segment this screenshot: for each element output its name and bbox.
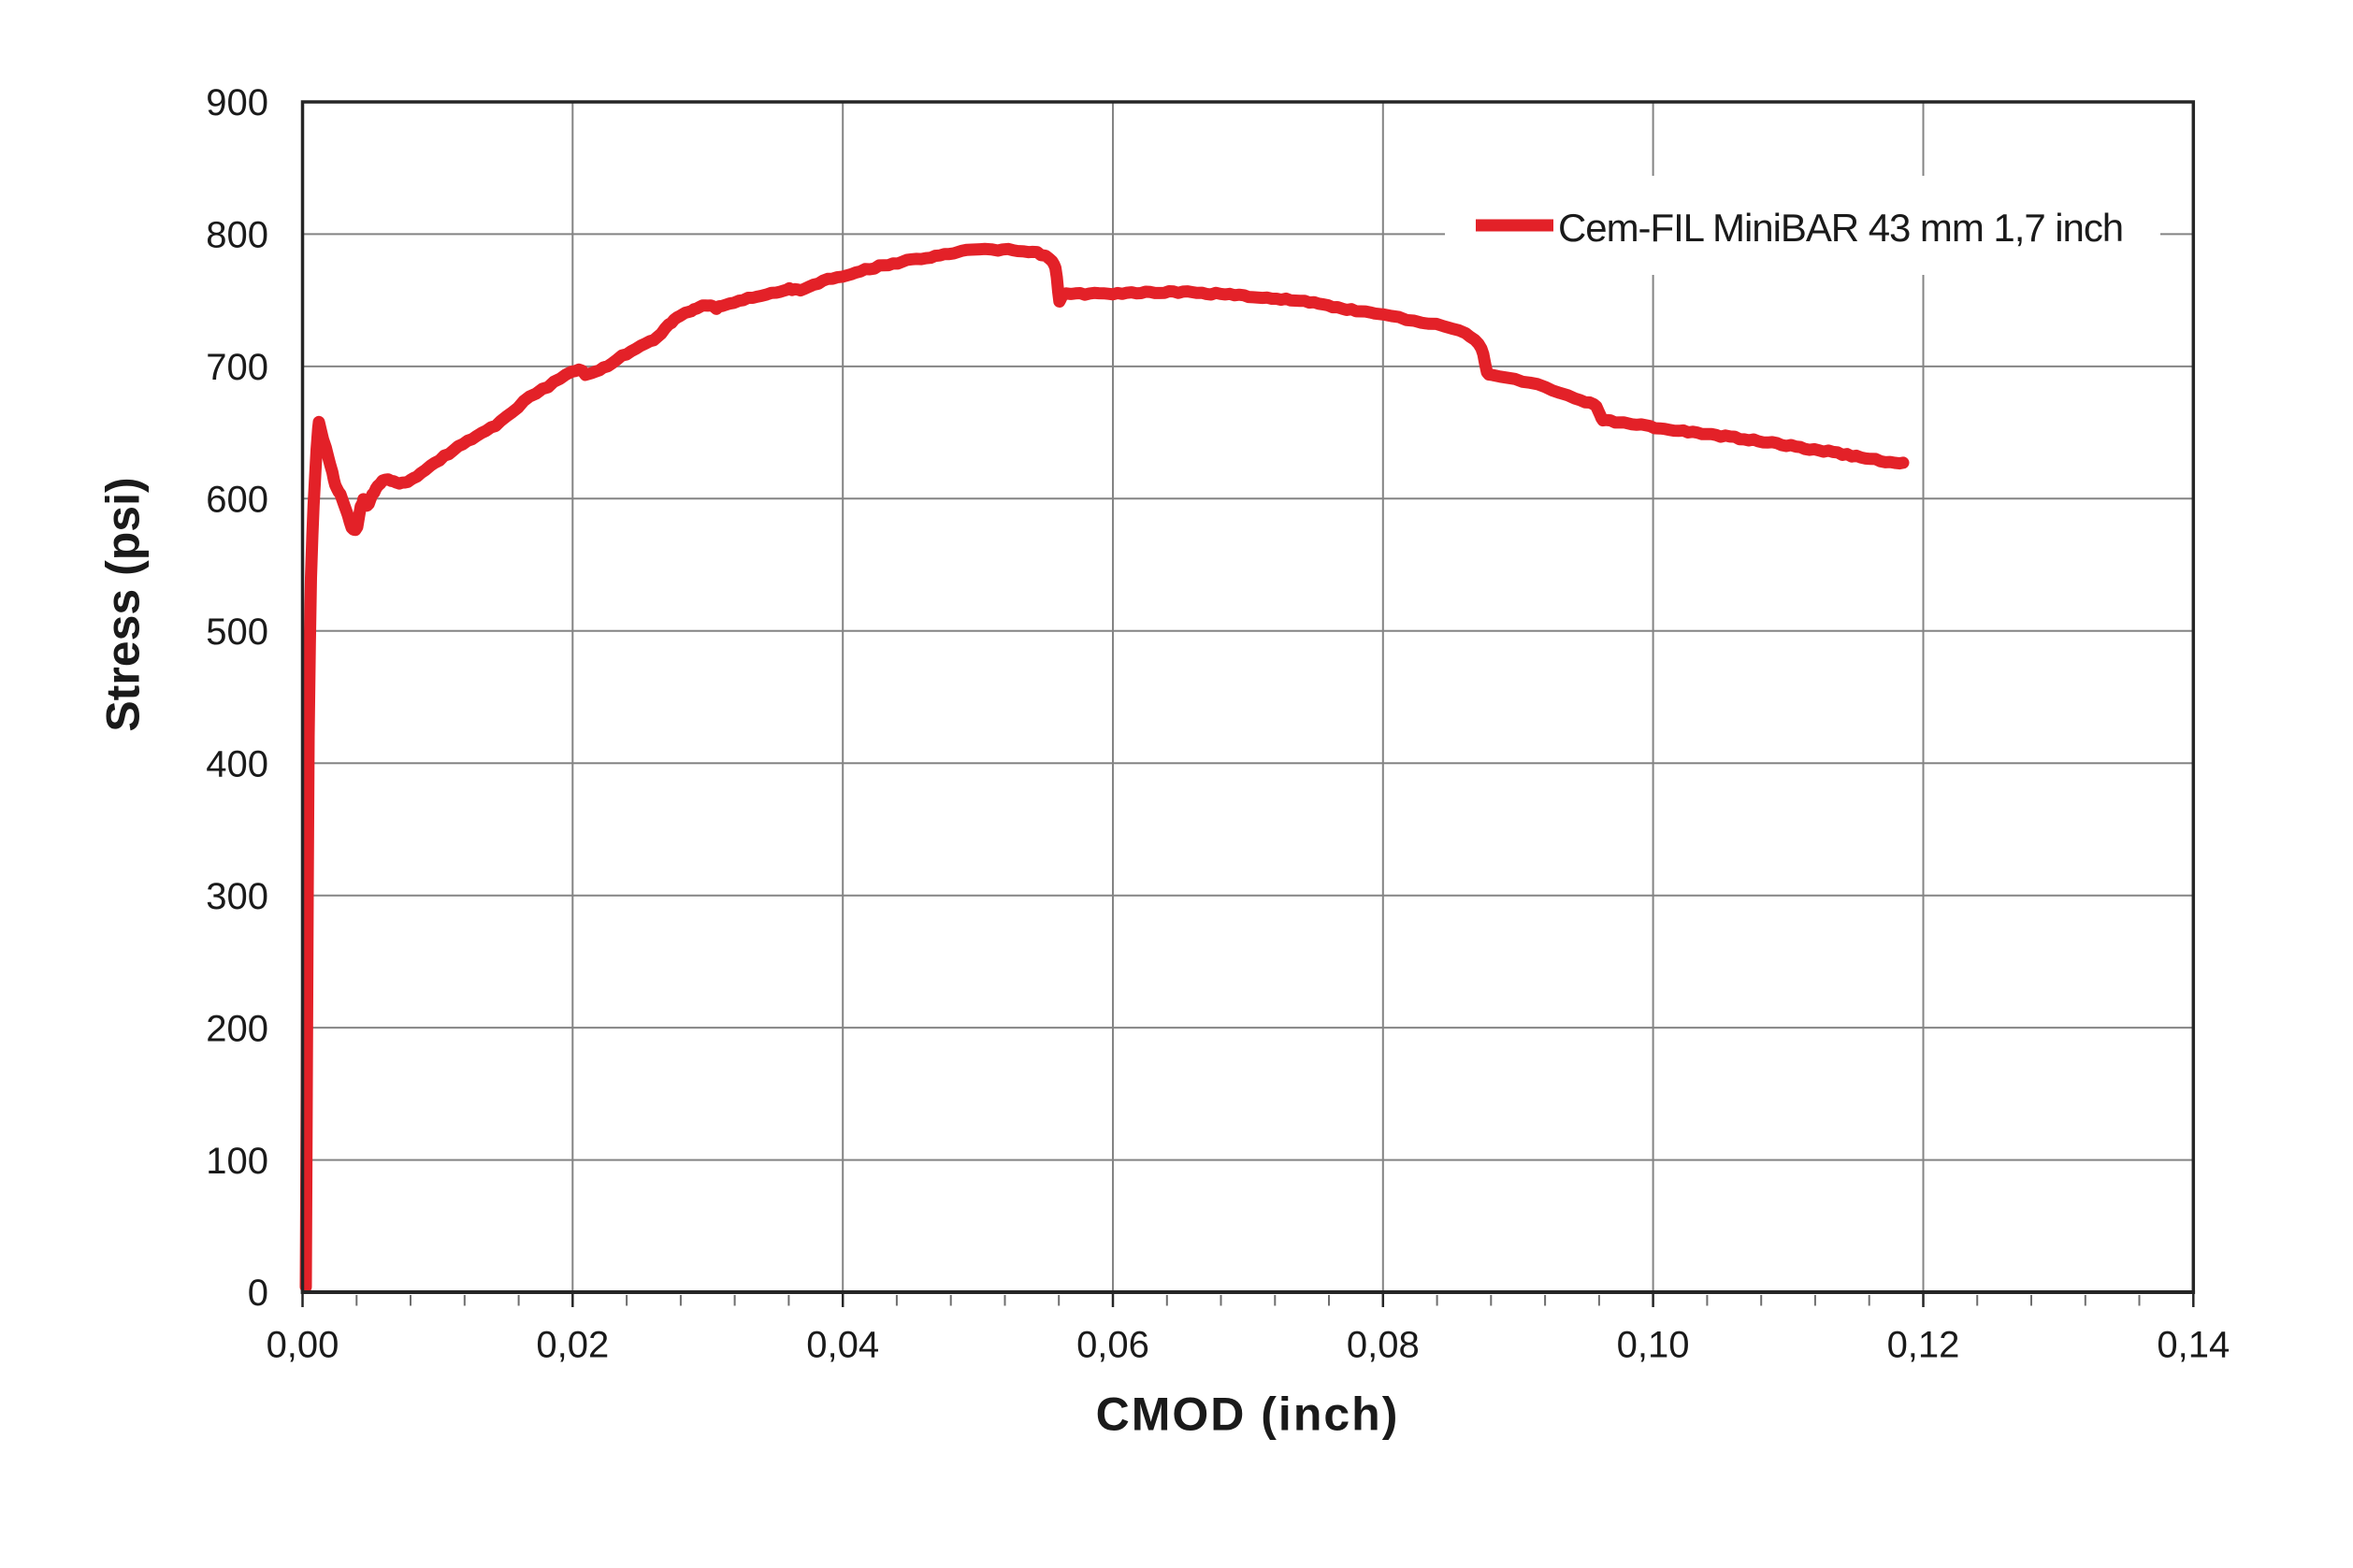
svg-text:700: 700 <box>206 347 268 388</box>
svg-text:500: 500 <box>206 611 268 653</box>
svg-text:0,00: 0,00 <box>267 1324 339 1365</box>
svg-text:200: 200 <box>206 1008 268 1049</box>
svg-text:Stress (psi): Stress (psi) <box>97 477 150 731</box>
svg-text:300: 300 <box>206 876 268 917</box>
svg-text:0,08: 0,08 <box>1347 1324 1420 1365</box>
svg-text:900: 900 <box>206 82 268 123</box>
svg-text:0,06: 0,06 <box>1076 1324 1149 1365</box>
svg-text:600: 600 <box>206 480 268 521</box>
svg-text:100: 100 <box>206 1141 268 1182</box>
svg-text:0,02: 0,02 <box>536 1324 609 1365</box>
svg-text:CMOD (inch): CMOD (inch) <box>1096 1388 1400 1441</box>
svg-text:400: 400 <box>206 743 268 784</box>
svg-text:800: 800 <box>206 215 268 256</box>
svg-text:Cem-FIL MiniBAR 43 mm 1,7 inch: Cem-FIL MiniBAR 43 mm 1,7 inch <box>1558 206 2123 250</box>
svg-text:0,04: 0,04 <box>806 1324 879 1365</box>
svg-text:0,10: 0,10 <box>1617 1324 1690 1365</box>
svg-text:0,14: 0,14 <box>2157 1324 2230 1365</box>
svg-text:0: 0 <box>248 1273 268 1314</box>
svg-text:0,12: 0,12 <box>1887 1324 1960 1365</box>
